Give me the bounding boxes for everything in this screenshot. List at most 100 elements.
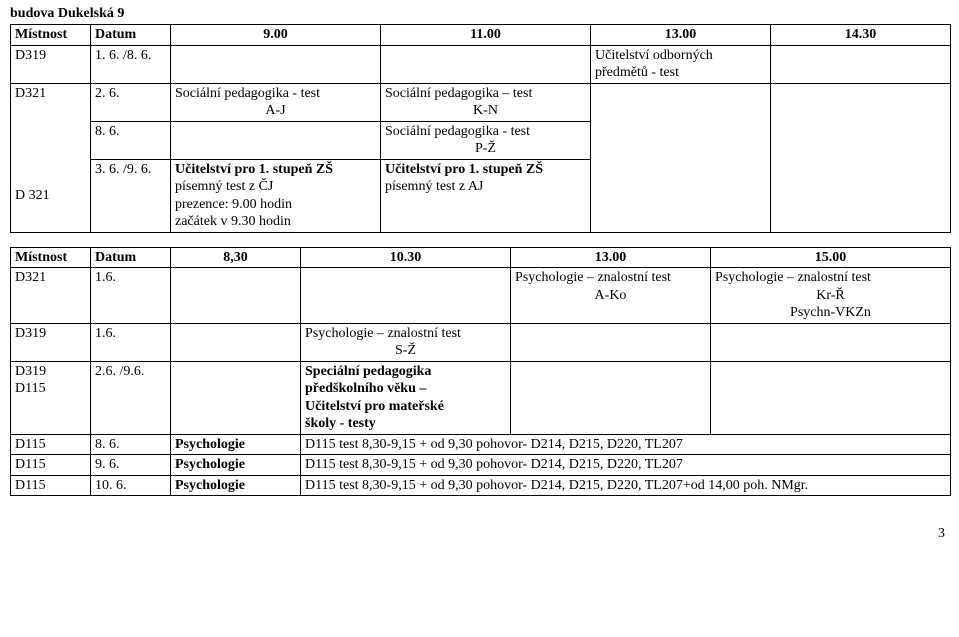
cell-text: předmětů - test [595, 65, 679, 80]
schedule-table-2: Místnost Datum 8,30 10.30 13.00 15.00 D3… [10, 247, 951, 497]
cell [771, 83, 951, 121]
cell-text: A-J [175, 102, 376, 120]
cell [771, 159, 951, 232]
cell-text: Psychologie – znalostní test [715, 269, 946, 287]
cell-room: D 321 [11, 159, 91, 232]
cell-text: P-Ž [385, 140, 586, 158]
cell-room: D115 [11, 475, 91, 496]
col-header: 14.30 [771, 25, 951, 46]
table-row: D115 9. 6. Psychologie D115 test 8,30-9,… [11, 455, 951, 476]
cell [171, 323, 301, 361]
table-row: Místnost Datum 9.00 11.00 13.00 14.30 [11, 25, 951, 46]
cell: D115 test 8,30-9,15 + od 9,30 pohovor- D… [301, 475, 951, 496]
cell [171, 45, 381, 83]
cell-date: 2.6. /9.6. [91, 361, 171, 434]
cell: Psychologie – znalostní test S-Ž [301, 323, 511, 361]
cell [511, 323, 711, 361]
table-row: D319 1.6. Psychologie – znalostní test S… [11, 323, 951, 361]
cell-text: Sociální pedagogika - test [385, 123, 586, 141]
cell [771, 121, 951, 159]
cell-text: D319 [15, 364, 46, 379]
cell-date: 1.6. [91, 323, 171, 361]
col-header: 10.30 [301, 247, 511, 268]
cell-text: Speciální pedagogika [305, 364, 431, 379]
cell: Učitelství pro 1. stupeň ZŠ písemný test… [171, 159, 381, 232]
col-header: Datum [91, 247, 171, 268]
cell: Speciální pedagogika předškolního věku –… [301, 361, 511, 434]
col-header: Datum [91, 25, 171, 46]
col-header: 13.00 [591, 25, 771, 46]
cell-room: D115 [11, 455, 91, 476]
cell-text: Psychologie – znalostní test [305, 325, 506, 343]
cell-text: Učitelství pro 1. stupeň ZŠ [385, 162, 543, 177]
cell-date: 2. 6. [91, 83, 171, 121]
cell: Učitelství odborných předmětů - test [591, 45, 771, 83]
cell-room: D319 D115 [11, 361, 91, 434]
cell: Psychologie [171, 434, 301, 455]
cell-room: D319 [11, 323, 91, 361]
cell-room: D321 [11, 268, 91, 324]
table-row: 8. 6. Sociální pedagogika - test P-Ž [11, 121, 951, 159]
cell [711, 323, 951, 361]
cell-text: prezence: 9.00 hodin [175, 197, 292, 212]
cell-room: D321 [11, 83, 91, 121]
cell: D115 test 8,30-9,15 + od 9,30 pohovor- D… [301, 455, 951, 476]
cell: D115 test 8,30-9,15 + od 9,30 pohovor- D… [301, 434, 951, 455]
cell: Sociální pedagogika - test A-J [171, 83, 381, 121]
cell [511, 361, 711, 434]
cell [171, 361, 301, 434]
table-row: D321 2. 6. Sociální pedagogika - test A-… [11, 83, 951, 121]
cell [381, 45, 591, 83]
cell-text: A-Ko [515, 287, 706, 305]
cell-text: předškolního věku – [305, 381, 426, 396]
cell-text: Psychologie – znalostní test [515, 269, 706, 287]
cell-text: Učitelství odborných [595, 48, 713, 63]
building-title: budova Dukelská 9 [10, 6, 949, 22]
table-row: D319 1. 6. /8. 6. Učitelství odborných p… [11, 45, 951, 83]
cell-text: Kr-Ř [715, 287, 946, 305]
cell-date: 8. 6. [91, 434, 171, 455]
cell [711, 361, 951, 434]
col-header: 15.00 [711, 247, 951, 268]
cell-room [11, 121, 91, 159]
cell: Psychologie [171, 455, 301, 476]
cell-text: písemný test z ČJ [175, 179, 273, 194]
table-row: D115 8. 6. Psychologie D115 test 8,30-9,… [11, 434, 951, 455]
cell: Učitelství pro 1. stupeň ZŠ písemný test… [381, 159, 591, 232]
cell-text: Sociální pedagogika - test [175, 85, 376, 103]
cell-room: D115 [11, 434, 91, 455]
cell: Sociální pedagogika – test K-N [381, 83, 591, 121]
cell: Psychologie – znalostní test A-Ko [511, 268, 711, 324]
cell-date: 3. 6. /9. 6. [91, 159, 171, 232]
cell-room: D319 [11, 45, 91, 83]
cell-text: Sociální pedagogika – test [385, 85, 586, 103]
table-row: D115 10. 6. Psychologie D115 test 8,30-9… [11, 475, 951, 496]
cell-text: S-Ž [305, 342, 506, 360]
cell [301, 268, 511, 324]
page-number: 3 [10, 526, 949, 542]
cell: Psychologie – znalostní test Kr-Ř Psychn… [711, 268, 951, 324]
cell-text: začátek v 9.30 hodin [175, 214, 291, 229]
table-row: D321 1.6. Psychologie – znalostní test A… [11, 268, 951, 324]
col-header: Místnost [11, 247, 91, 268]
cell-date: 10. 6. [91, 475, 171, 496]
cell [771, 45, 951, 83]
cell-text: K-N [385, 102, 586, 120]
cell-date: 1. 6. /8. 6. [91, 45, 171, 83]
cell [591, 83, 771, 121]
col-header: 13.00 [511, 247, 711, 268]
cell-text: písemný test z AJ [385, 179, 483, 194]
table-row: D319 D115 2.6. /9.6. Speciální pedagogik… [11, 361, 951, 434]
cell-date: 8. 6. [91, 121, 171, 159]
cell-date: 9. 6. [91, 455, 171, 476]
cell-text: D115 [15, 381, 46, 396]
col-header: 11.00 [381, 25, 591, 46]
cell-text: Učitelství pro 1. stupeň ZŠ [175, 162, 333, 177]
cell-date: 1.6. [91, 268, 171, 324]
table-row: Místnost Datum 8,30 10.30 13.00 15.00 [11, 247, 951, 268]
cell: Psychologie [171, 475, 301, 496]
cell [591, 121, 771, 159]
col-header: 9.00 [171, 25, 381, 46]
cell [591, 159, 771, 232]
cell [171, 121, 381, 159]
